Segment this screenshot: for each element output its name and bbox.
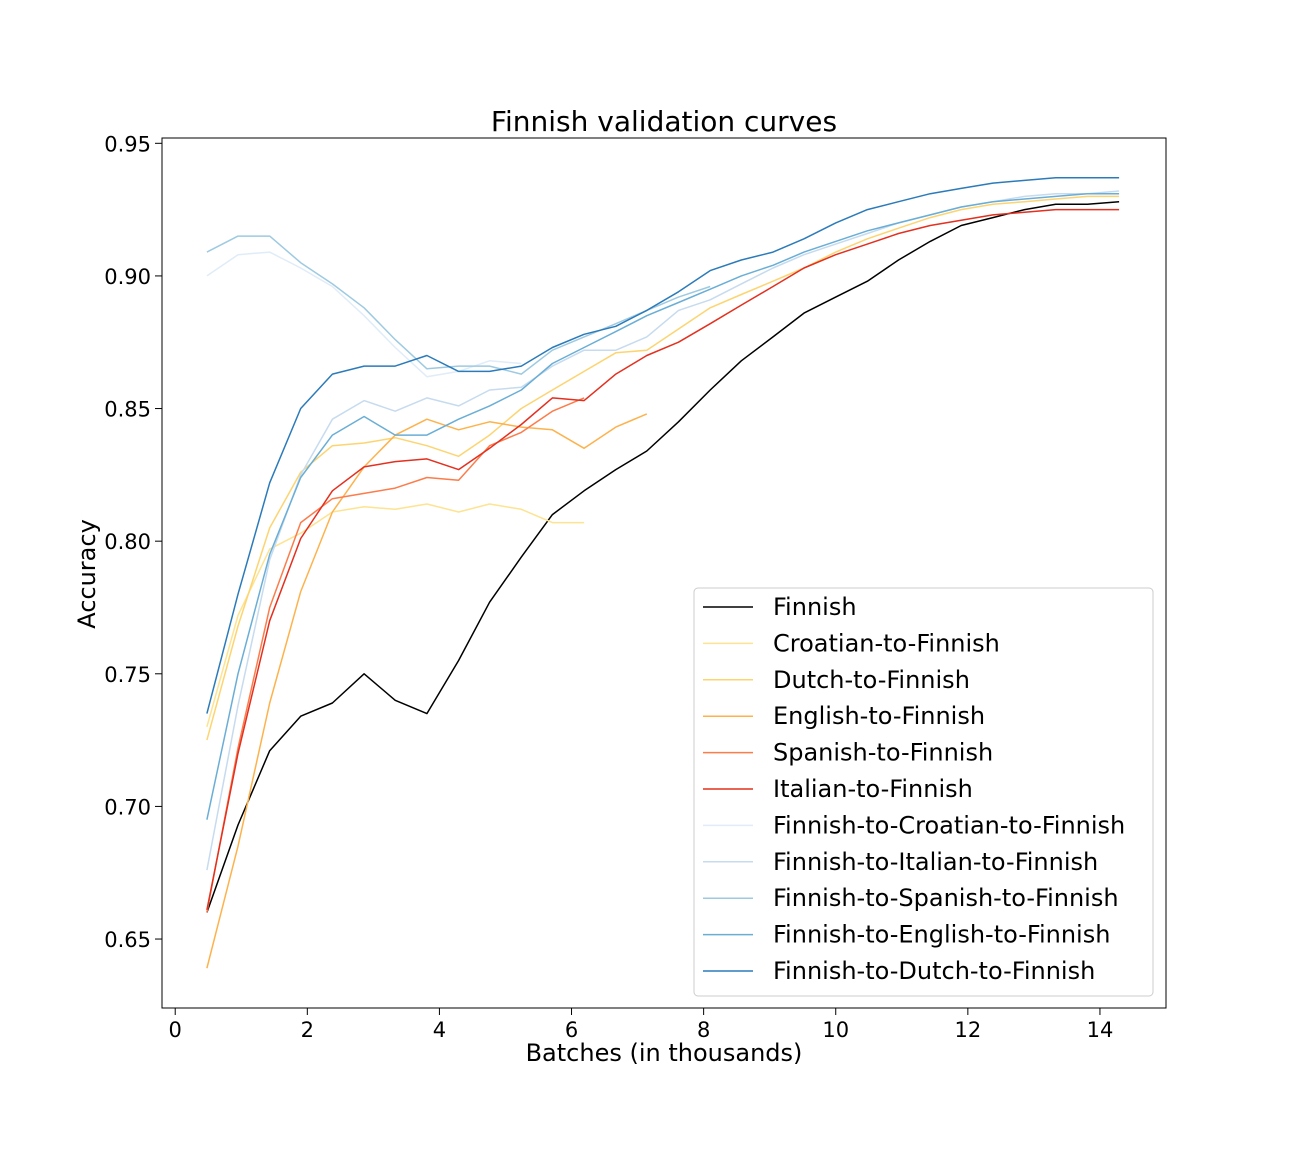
- legend-label: Finnish-to-English-to-Finnish: [773, 921, 1110, 949]
- series-line-6: [206, 251, 522, 378]
- x-axis-label: Batches (in thousands): [526, 1039, 803, 1067]
- series-line-10: [206, 177, 1120, 714]
- legend-label: Finnish: [773, 593, 857, 621]
- series-line-9: [206, 192, 1120, 820]
- y-tick-label: 0.75: [104, 663, 151, 687]
- y-axis-label: Accuracy: [73, 519, 101, 629]
- legend-label: Dutch-to-Finnish: [773, 666, 970, 694]
- y-tick-label: 0.95: [104, 132, 151, 156]
- x-tick-label: 12: [954, 1018, 981, 1042]
- plot-frame: [161, 137, 1167, 1009]
- series-line-3: [206, 413, 648, 969]
- y-tick-label: 0.85: [104, 398, 151, 422]
- legend-label: English-to-Finnish: [773, 702, 985, 730]
- legend-label: Finnish-to-Italian-to-Finnish: [773, 848, 1098, 876]
- x-tick-label: 8: [697, 1018, 710, 1042]
- legend-label: Finnish-to-Dutch-to-Finnish: [773, 957, 1095, 985]
- legend-label: Italian-to-Finnish: [773, 775, 973, 803]
- y-tick-label: 0.65: [104, 928, 151, 952]
- y-tick-label: 0.90: [104, 265, 151, 289]
- legend-label: Croatian-to-Finnish: [773, 629, 1000, 657]
- x-tick-label: 0: [169, 1018, 182, 1042]
- series-line-5: [206, 208, 1120, 911]
- plot-lines: [206, 177, 1120, 969]
- legend: Finnish Croatian-to-Finnish Dutch-to-Finni…: [693, 587, 1154, 997]
- legend-box: [693, 587, 1154, 997]
- series-line-8: [206, 235, 711, 375]
- y-axis-ticks: 0.65 0.70 0.75 0.80 0.85 0.90 0.95: [104, 132, 162, 952]
- y-tick-label: 0.80: [104, 530, 151, 554]
- x-tick-label: 10: [822, 1018, 849, 1042]
- legend-label: Finnish-to-Croatian-to-Finnish: [773, 811, 1125, 839]
- series-line-4: [206, 397, 585, 913]
- legend-label: Spanish-to-Finnish: [773, 739, 993, 767]
- x-axis-ticks: 0 2 4 6 8 10 12 14: [169, 1008, 1114, 1042]
- series-line-1: [206, 503, 585, 728]
- x-tick-label: 14: [1087, 1018, 1114, 1042]
- series-line-2: [206, 195, 1120, 741]
- series-line-0: [206, 200, 1120, 913]
- legend-label: Finnish-to-Spanish-to-Finnish: [773, 884, 1119, 912]
- x-tick-label: 2: [301, 1018, 314, 1042]
- chart-title: Finnish validation curves: [491, 105, 837, 138]
- x-tick-label: 6: [565, 1018, 578, 1042]
- x-tick-label: 4: [433, 1018, 446, 1042]
- y-tick-label: 0.70: [104, 795, 151, 819]
